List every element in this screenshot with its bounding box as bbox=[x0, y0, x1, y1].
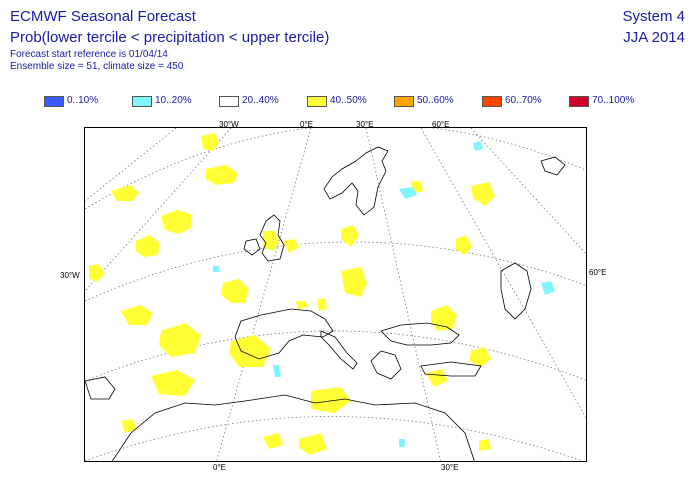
grid-label-top-30w: 30°W bbox=[219, 120, 239, 129]
area-40-50 bbox=[456, 235, 472, 255]
legend: 0..10% 10..20% 20..40% 40..50% 50..60% 6… bbox=[0, 95, 697, 109]
area-40-50 bbox=[121, 305, 153, 325]
scandinavia-coast bbox=[323, 146, 389, 216]
area-40-50 bbox=[426, 369, 448, 387]
category-10-20-areas bbox=[213, 141, 555, 447]
area-40-50 bbox=[479, 439, 491, 451]
area-40-50 bbox=[201, 133, 219, 151]
grid-label-right-60e: 60°E bbox=[589, 268, 607, 277]
italy-coast bbox=[320, 330, 358, 370]
area-40-50 bbox=[311, 387, 351, 413]
legend-label: 60..70% bbox=[505, 95, 542, 106]
legend-label: 10..20% bbox=[155, 95, 192, 106]
legend-swatch bbox=[307, 96, 327, 107]
area-40-50 bbox=[159, 323, 201, 357]
britain-coast bbox=[259, 214, 285, 262]
map-svg bbox=[85, 128, 586, 461]
legend-swatch bbox=[44, 96, 64, 107]
north-africa-coast bbox=[111, 394, 475, 461]
area-40-50 bbox=[263, 231, 279, 251]
area-10-20 bbox=[213, 266, 219, 272]
parallel-line bbox=[85, 128, 586, 210]
legend-label: 40..50% bbox=[330, 95, 367, 106]
legend-swatch bbox=[132, 96, 152, 107]
legend-swatch bbox=[394, 96, 414, 107]
area-40-50 bbox=[121, 419, 137, 433]
area-40-50 bbox=[341, 267, 367, 297]
area-40-50 bbox=[299, 433, 327, 455]
meridian-line bbox=[85, 128, 177, 202]
legend-label: 50..60% bbox=[417, 95, 454, 106]
legend-swatch bbox=[219, 96, 239, 107]
meridian-line bbox=[470, 128, 586, 255]
area-40-50 bbox=[161, 210, 191, 234]
area-40-50 bbox=[229, 335, 271, 367]
forecast-start-reference: Forecast start reference is 01/04/14 bbox=[10, 49, 168, 60]
ireland-coast bbox=[243, 238, 261, 256]
area-40-50 bbox=[469, 347, 491, 367]
ensemble-size: Ensemble size = 51, climate size = 450 bbox=[10, 61, 184, 72]
caspian-coast bbox=[500, 262, 532, 320]
graticule bbox=[85, 128, 586, 461]
area-10-20 bbox=[473, 141, 483, 151]
area-40-50 bbox=[317, 299, 327, 311]
coastlines bbox=[85, 146, 566, 461]
atlantic-island bbox=[85, 376, 116, 400]
area-40-50 bbox=[471, 182, 495, 206]
turkey-coast bbox=[420, 361, 482, 377]
area-40-50 bbox=[341, 225, 359, 247]
greece-coast bbox=[370, 350, 402, 380]
parallel-line bbox=[85, 330, 586, 382]
area-40-50 bbox=[296, 301, 308, 309]
grid-label-top-60e: 60°E bbox=[432, 120, 450, 129]
season-label: JJA 2014 bbox=[623, 29, 685, 46]
chart-title: ECMWF Seasonal Forecast bbox=[10, 8, 196, 25]
legend-label: 70..100% bbox=[592, 95, 635, 106]
legend-swatch bbox=[569, 96, 589, 107]
black-sea-coast bbox=[380, 322, 460, 346]
northern-coast bbox=[540, 156, 566, 176]
legend-label: 20..40% bbox=[242, 95, 279, 106]
area-40-50 bbox=[151, 370, 195, 396]
area-40-50 bbox=[89, 264, 105, 282]
meridian-line bbox=[420, 128, 586, 419]
system-label: System 4 bbox=[622, 8, 685, 25]
grid-label-top-30e: 30°E bbox=[356, 120, 374, 129]
area-40-50 bbox=[221, 279, 249, 303]
area-10-20 bbox=[541, 281, 555, 295]
area-40-50 bbox=[206, 165, 238, 185]
meridian-line bbox=[85, 128, 232, 292]
area-40-50 bbox=[283, 239, 299, 253]
area-40-50 bbox=[136, 235, 160, 257]
chart-subtitle: Prob(lower tercile < precipitation < upp… bbox=[10, 29, 330, 46]
area-40-50 bbox=[431, 305, 457, 331]
grid-label-bottom-30e: 30°E bbox=[441, 463, 459, 472]
legend-label: 0..10% bbox=[67, 95, 99, 106]
legend-swatch bbox=[482, 96, 502, 107]
grid-label-left-30w: 30°W bbox=[60, 271, 80, 280]
parallel-line bbox=[85, 241, 586, 302]
area-10-20 bbox=[399, 187, 417, 199]
iberia-coast bbox=[234, 308, 334, 360]
meridian-line bbox=[365, 128, 441, 461]
forecast-map bbox=[84, 127, 587, 462]
parallel-line bbox=[85, 416, 584, 461]
category-40-50-areas bbox=[89, 133, 495, 455]
grid-label-bottom-0e: 0°E bbox=[213, 463, 226, 472]
area-40-50 bbox=[111, 185, 139, 201]
area-10-20 bbox=[399, 439, 405, 447]
area-40-50 bbox=[263, 433, 283, 449]
area-10-20 bbox=[273, 365, 281, 377]
grid-label-top-0e: 0°E bbox=[300, 120, 313, 129]
